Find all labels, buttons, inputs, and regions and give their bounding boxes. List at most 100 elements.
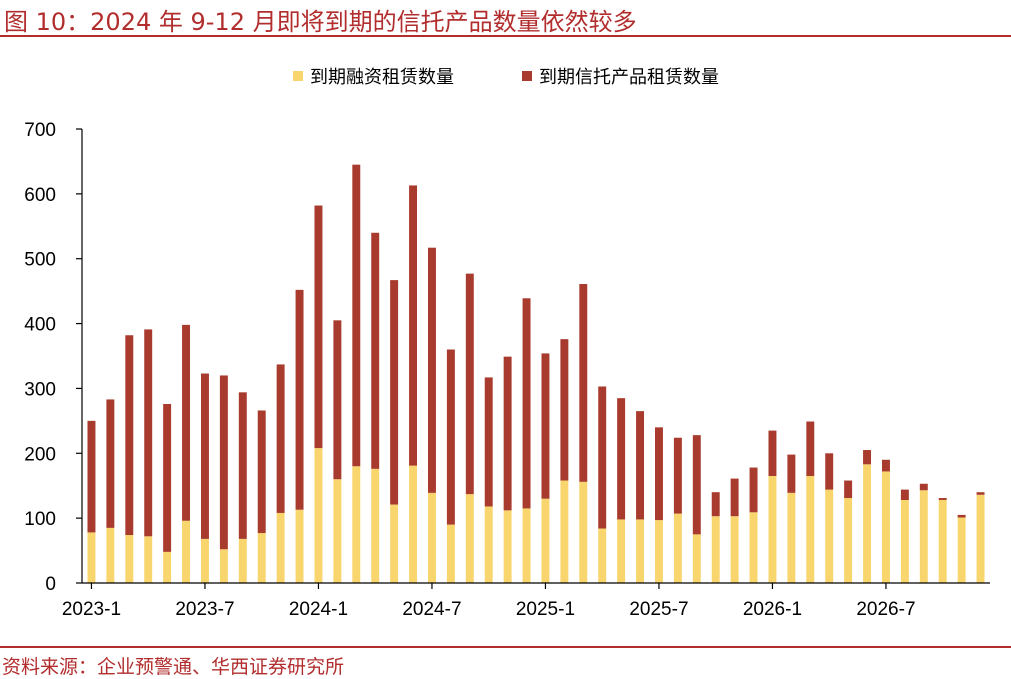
x-tick-label: 2024-1 bbox=[289, 599, 348, 620]
legend-label-series1: 到期融资租赁数量 bbox=[310, 67, 454, 88]
bar-leasing-2025-5 bbox=[617, 519, 626, 583]
bar-trust-2023-1 bbox=[87, 420, 96, 533]
x-tick-label: 2025-7 bbox=[629, 599, 688, 620]
bar-leasing-2023-1 bbox=[87, 532, 96, 583]
bar-trust-2025-2 bbox=[560, 339, 569, 481]
bar-trust-2026-3 bbox=[806, 421, 815, 476]
bar-leasing-2025-4 bbox=[598, 528, 607, 583]
bar-trust-2025-1 bbox=[541, 353, 550, 499]
x-tick-label: 2026-1 bbox=[743, 599, 802, 620]
bar-leasing-2024-8 bbox=[446, 524, 455, 583]
bar-leasing-2026-4 bbox=[825, 489, 834, 583]
bar-leasing-2023-3 bbox=[125, 535, 134, 583]
bar-trust-2024-5 bbox=[390, 280, 399, 505]
bar-leasing-2023-10 bbox=[257, 533, 266, 583]
bar-trust-2024-9 bbox=[465, 273, 474, 495]
bar-leasing-2025-1 bbox=[541, 498, 550, 583]
bar-trust-2024-11 bbox=[503, 356, 512, 511]
y-tick-label: 600 bbox=[24, 185, 56, 206]
y-tick-label: 300 bbox=[24, 379, 56, 400]
bar-trust-2026-6 bbox=[863, 450, 872, 465]
bar-trust-2026-12 bbox=[976, 492, 985, 495]
legend-label-series2: 到期信托产品租赁数量 bbox=[539, 67, 719, 88]
bar-leasing-2023-12 bbox=[295, 509, 304, 583]
bar-trust-2026-4 bbox=[825, 453, 834, 490]
bar-leasing-2024-7 bbox=[427, 492, 436, 583]
bar-leasing-2025-7 bbox=[654, 520, 663, 583]
bar-leasing-2026-1 bbox=[768, 475, 777, 583]
bar-leasing-2024-3 bbox=[352, 466, 361, 583]
bar-leasing-2026-6 bbox=[863, 464, 872, 583]
bar-leasing-2025-2 bbox=[560, 480, 569, 583]
bar-trust-2025-5 bbox=[617, 398, 626, 520]
bar-trust-2026-9 bbox=[919, 483, 928, 491]
bar-trust-2026-11 bbox=[957, 514, 966, 518]
bar-leasing-2026-3 bbox=[806, 475, 815, 583]
stacked-bar-chart: 到期融资租赁数量 到期信托产品租赁数量 0 100 200 300 400 500 600 7… bbox=[24, 67, 990, 620]
bar-trust-2026-8 bbox=[900, 489, 909, 500]
legend: 到期融资租赁数量 到期信托产品租赁数量 bbox=[293, 67, 719, 88]
bar-leasing-2024-11 bbox=[503, 510, 512, 583]
bar-trust-2023-2 bbox=[106, 399, 115, 528]
source-note: 资料来源：企业预警通、华西证券研究所 bbox=[2, 656, 345, 678]
bar-leasing-2023-2 bbox=[106, 527, 115, 583]
bar-trust-2023-3 bbox=[125, 335, 134, 536]
bar-trust-2024-2 bbox=[333, 320, 342, 480]
bar-leasing-2025-12 bbox=[749, 512, 758, 583]
y-tick-label: 0 bbox=[45, 574, 56, 595]
bar-trust-2024-8 bbox=[446, 349, 455, 525]
bar-trust-2024-4 bbox=[371, 232, 380, 469]
bar-leasing-2023-5 bbox=[163, 551, 172, 583]
bar-trust-2023-6 bbox=[182, 324, 191, 521]
bar-leasing-2025-8 bbox=[673, 513, 682, 583]
x-tick-label: 2024-7 bbox=[402, 599, 461, 620]
bar-leasing-2025-9 bbox=[692, 534, 701, 583]
bar-leasing-2026-2 bbox=[787, 492, 796, 583]
bar-trust-2026-1 bbox=[768, 430, 777, 476]
bar-leasing-2024-10 bbox=[484, 506, 493, 583]
bar-leasing-2023-11 bbox=[276, 512, 285, 583]
bar-leasing-2026-11 bbox=[957, 517, 966, 583]
bar-trust-2025-3 bbox=[579, 284, 588, 482]
bar-leasing-2023-6 bbox=[182, 520, 191, 583]
bar-leasing-2024-12 bbox=[522, 508, 531, 583]
x-tick-label: 2025-1 bbox=[516, 599, 575, 620]
axes-group: 0 100 200 300 400 500 600 700 2023-1 2023-7 2024-1… bbox=[24, 120, 990, 620]
bar-trust-2025-8 bbox=[673, 437, 682, 514]
bar-leasing-2024-4 bbox=[371, 468, 380, 583]
bar-leasing-2023-7 bbox=[200, 538, 209, 583]
chart-title: 图 10：2024 年 9-12 月即将到期的信托产品数量依然较多 bbox=[4, 8, 637, 36]
bar-trust-2023-12 bbox=[295, 289, 304, 510]
bar-trust-2023-5 bbox=[163, 403, 172, 552]
bar-leasing-2024-6 bbox=[409, 465, 418, 583]
y-tick-label: 100 bbox=[24, 509, 56, 530]
legend-swatch-series2 bbox=[522, 71, 532, 81]
bar-trust-2025-6 bbox=[636, 411, 645, 520]
legend-swatch-series1 bbox=[293, 71, 303, 81]
x-tick-label: 2023-7 bbox=[175, 599, 234, 620]
bar-trust-2025-11 bbox=[730, 478, 739, 517]
bar-leasing-2024-1 bbox=[314, 448, 323, 583]
bar-trust-2025-4 bbox=[598, 386, 607, 529]
bar-leasing-2026-9 bbox=[919, 490, 928, 583]
bar-leasing-2024-5 bbox=[390, 504, 399, 583]
bar-leasing-2026-5 bbox=[844, 498, 853, 583]
bar-leasing-2025-6 bbox=[636, 519, 645, 583]
bar-trust-2023-11 bbox=[276, 364, 285, 513]
bar-trust-2025-12 bbox=[749, 467, 758, 513]
y-tick-label: 200 bbox=[24, 444, 56, 465]
y-tick-label: 500 bbox=[24, 250, 56, 271]
source-rule bbox=[0, 646, 1011, 648]
bar-leasing-2026-8 bbox=[900, 499, 909, 583]
bar-leasing-2025-11 bbox=[730, 516, 739, 583]
bar-trust-2023-8 bbox=[219, 375, 228, 550]
bars-group bbox=[87, 164, 985, 583]
y-tick-label: 400 bbox=[24, 315, 56, 336]
bar-trust-2023-9 bbox=[238, 392, 247, 539]
bar-trust-2024-12 bbox=[522, 298, 531, 509]
bar-leasing-2023-8 bbox=[219, 549, 228, 583]
bar-leasing-2023-4 bbox=[144, 536, 153, 583]
bar-leasing-2026-10 bbox=[938, 499, 947, 583]
bar-trust-2025-7 bbox=[654, 427, 663, 521]
bar-trust-2023-4 bbox=[144, 329, 153, 537]
